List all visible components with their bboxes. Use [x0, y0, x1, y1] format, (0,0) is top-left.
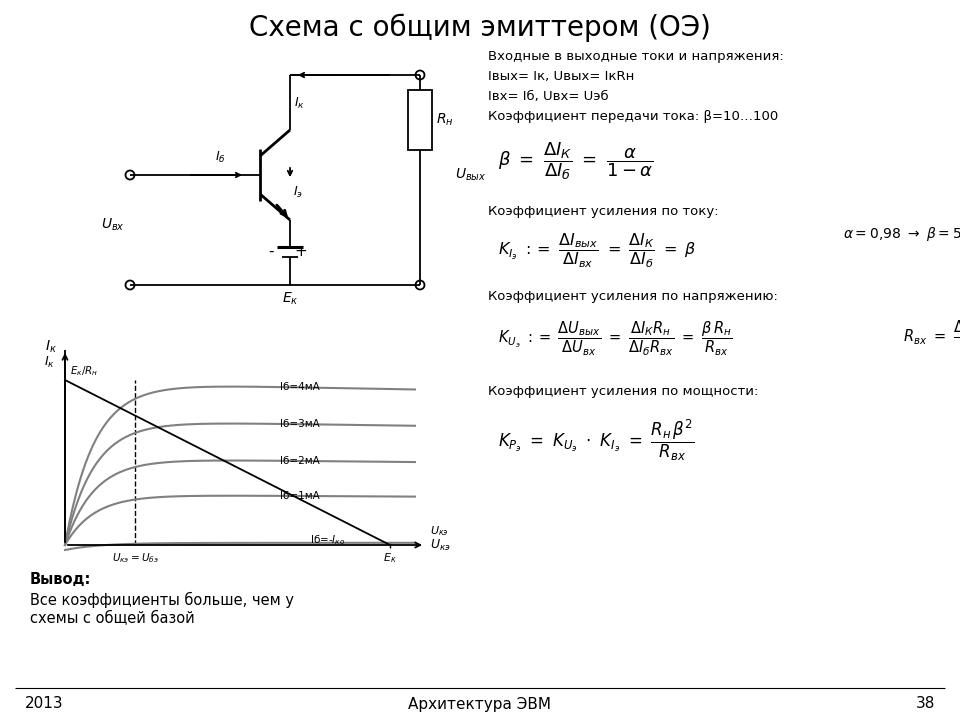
- Text: Iб=3мА: Iб=3мА: [280, 419, 320, 429]
- Text: +: +: [294, 243, 307, 258]
- Text: $\beta\ =\ \dfrac{\Delta I_К}{\Delta I_б}\ =\ \dfrac{\alpha}{1-\alpha}$: $\beta\ =\ \dfrac{\Delta I_К}{\Delta I_б…: [498, 140, 654, 181]
- Text: 38: 38: [916, 696, 935, 711]
- Text: $U_{кэ}$: $U_{кэ}$: [430, 537, 451, 552]
- Text: $E_к/R_н$: $E_к/R_н$: [70, 364, 99, 378]
- Text: Iвх= Iб, Uвх= Uэб: Iвх= Iб, Uвх= Uэб: [488, 90, 609, 103]
- Text: $K_{U_э}\ :=\ \dfrac{\Delta U_{вых}}{\Delta U_{вх}}\ =\ \dfrac{\Delta I_К R_н}{\: $K_{U_э}\ :=\ \dfrac{\Delta U_{вых}}{\De…: [498, 320, 732, 359]
- Text: $I_б$: $I_б$: [215, 150, 226, 165]
- Text: Все коэффициенты больше, чем у: Все коэффициенты больше, чем у: [30, 592, 294, 608]
- Text: -: -: [269, 243, 274, 258]
- Text: Коэффициент передачи тока: β=10…100: Коэффициент передачи тока: β=10…100: [488, 110, 779, 123]
- Text: $U_{вых}$: $U_{вых}$: [455, 167, 487, 183]
- Text: Iб=1мА: Iб=1мА: [280, 491, 320, 501]
- Text: $U_{вх}$: $U_{вх}$: [101, 217, 125, 233]
- Text: $I_к$: $I_к$: [294, 96, 305, 111]
- Bar: [408, 90, 432, 150]
- Text: $I_э$: $I_э$: [293, 185, 303, 200]
- Text: Iб=2мА: Iб=2мА: [280, 456, 320, 466]
- Text: $Е_к$: $Е_к$: [281, 291, 299, 307]
- Text: $U_{кэ}=U_{бэ}$: $U_{кэ}=U_{бэ}$: [111, 551, 158, 564]
- Text: $K_{I_э}\ :=\ \dfrac{\Delta I_{вых}}{\Delta I_{вх}}\ =\ \dfrac{\Delta I_К}{\Delt: $K_{I_э}\ :=\ \dfrac{\Delta I_{вых}}{\De…: [498, 232, 697, 271]
- Text: $I_к$: $I_к$: [44, 355, 55, 370]
- Text: Входные в выходные токи и напряжения:: Входные в выходные токи и напряжения:: [488, 50, 783, 63]
- Text: 2013: 2013: [25, 696, 63, 711]
- Text: Архитектура ЭВМ: Архитектура ЭВМ: [409, 696, 551, 711]
- Text: $U_{кэ}$: $U_{кэ}$: [430, 524, 448, 538]
- Text: Iвых= Iк, Uвых= IкRн: Iвых= Iк, Uвых= IкRн: [488, 70, 635, 83]
- Text: схемы с общей базой: схемы с общей базой: [30, 611, 195, 626]
- Text: $R_{вх}\ =\ \dfrac{\Delta U_{эб}}{\Delta I_б}$: $R_{вх}\ =\ \dfrac{\Delta U_{эб}}{\Delta…: [903, 318, 960, 356]
- Text: $R_н$: $R_н$: [436, 112, 454, 128]
- Text: Коэффициент усиления по мощности:: Коэффициент усиления по мощности:: [488, 385, 758, 398]
- Text: Iб=-$I_{ко}$: Iб=-$I_{ко}$: [310, 533, 346, 546]
- Text: Iб=4мА: Iб=4мА: [280, 382, 320, 392]
- Text: Коэффициент усиления по напряжению:: Коэффициент усиления по напряжению:: [488, 290, 778, 303]
- Text: Схема с общим эмиттером (ОЭ): Схема с общим эмиттером (ОЭ): [249, 14, 711, 42]
- Text: $\alpha = 0{,}98\ \rightarrow\ \beta = 50$: $\alpha = 0{,}98\ \rightarrow\ \beta = 5…: [843, 225, 960, 243]
- Text: Вывод:: Вывод:: [30, 572, 91, 587]
- Text: $I_к$: $I_к$: [45, 339, 57, 355]
- Text: $K_{P_э}\ =\ K_{U_э}\ \cdot\ K_{I_э}\ =\ \dfrac{R_н\,\beta^2}{R_{вх}}$: $K_{P_э}\ =\ K_{U_э}\ \cdot\ K_{I_э}\ =\…: [498, 418, 695, 463]
- Text: $E_к$: $E_к$: [383, 551, 396, 564]
- Text: Коэффициент усиления по току:: Коэффициент усиления по току:: [488, 205, 719, 218]
